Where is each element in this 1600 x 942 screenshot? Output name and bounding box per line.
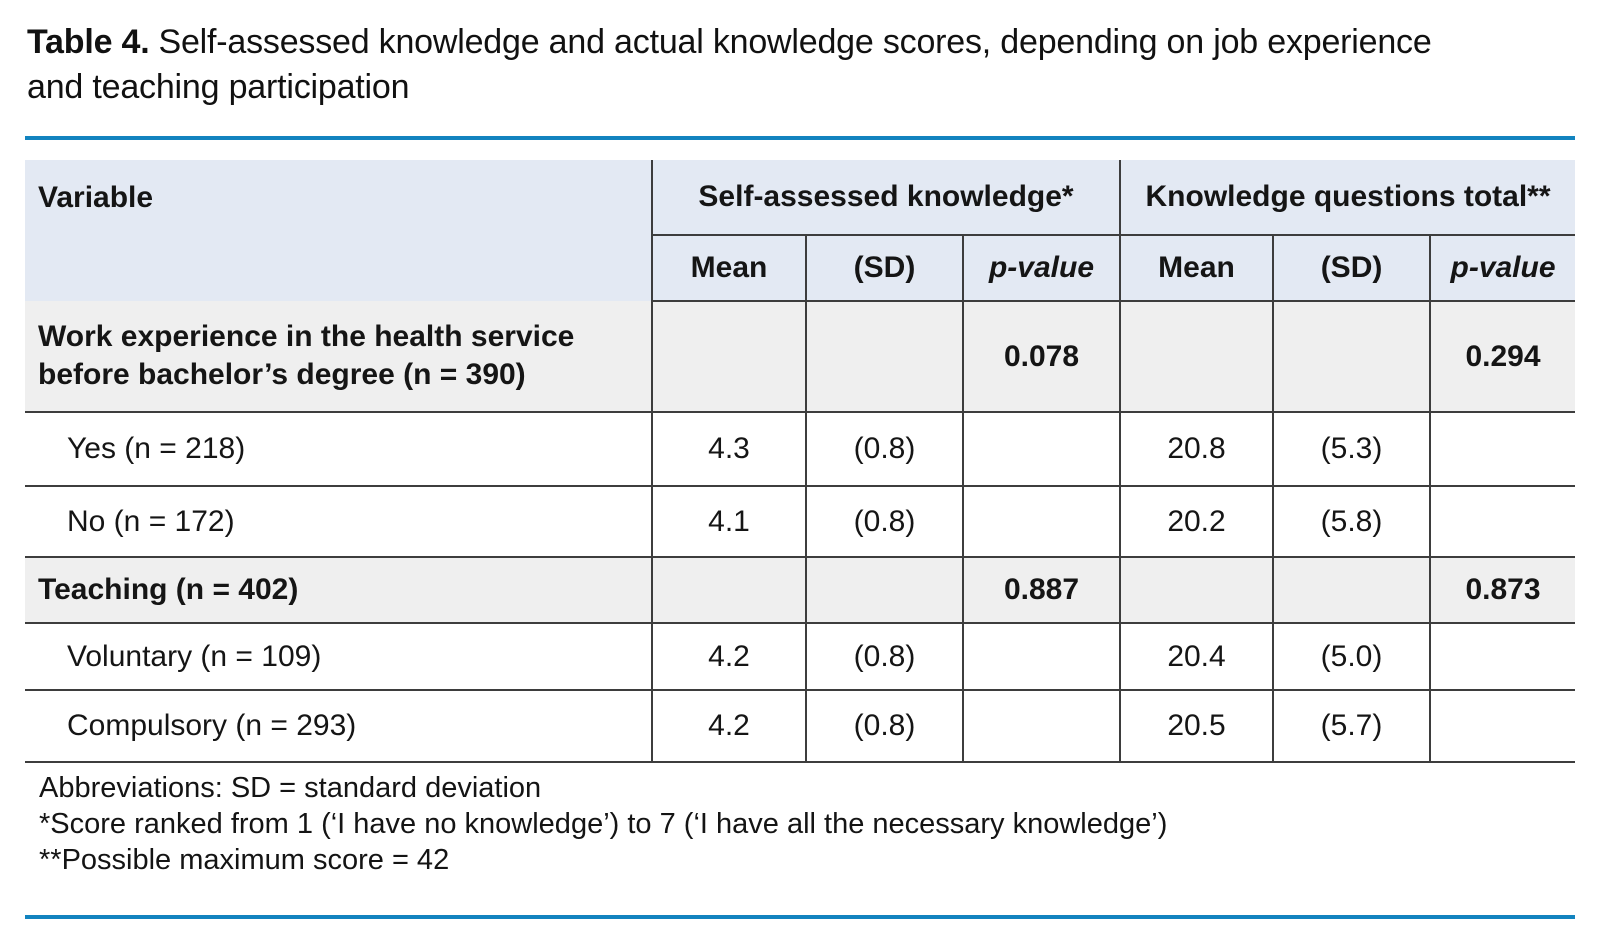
table-caption-text: Self-assessed knowledge and actual knowl… [27, 23, 1432, 106]
row-label: No (n = 172) [25, 486, 652, 558]
row-label: Teaching (n = 402) [25, 557, 652, 624]
cell-mean-2 [1119, 301, 1274, 413]
cell-pvalue-1: 0.887 [961, 557, 1121, 624]
cell-mean-1: 4.3 [651, 412, 806, 487]
cell-pvalue-2 [1429, 690, 1576, 763]
cell-pvalue-1 [961, 690, 1121, 763]
cell-pvalue-2: 0.294 [1429, 301, 1576, 413]
cell-mean-2: 20.5 [1119, 690, 1274, 763]
cell-mean-2: 20.2 [1119, 486, 1274, 558]
cell-mean-1: 4.1 [651, 486, 806, 558]
row-label: Compulsory (n = 293) [25, 690, 652, 763]
header-group-row: Variable Self-assessed knowledge* Knowle… [25, 160, 1576, 301]
cell-sd-2 [1272, 557, 1431, 624]
column-group-self-assessed: Self-assessed knowledge* [650, 160, 1121, 236]
cell-sd-1: (0.8) [805, 412, 963, 487]
footnote-abbreviations: Abbreviations: SD = standard deviation [39, 772, 542, 804]
row-label: Yes (n = 218) [25, 412, 652, 487]
cell-sd-2: (5.0) [1272, 623, 1431, 691]
footnote-score-scale: *Score ranked from 1 (‘I have no knowled… [39, 808, 1168, 840]
cell-mean-2: 20.8 [1119, 412, 1274, 487]
cell-sd-2: (5.8) [1272, 486, 1431, 558]
top-divider-rule [25, 136, 1575, 140]
cell-sd-1: (0.8) [805, 486, 963, 558]
cell-mean-1 [651, 301, 806, 413]
column-group-knowledge-questions: Knowledge questions total** [1119, 160, 1576, 236]
cell-pvalue-1 [961, 412, 1121, 487]
table-row-work-experience: Work experience in the health service be… [25, 301, 1576, 413]
cell-mean-1 [651, 557, 806, 624]
table-row-no: No (n = 172) 4.1 (0.8) 20.2 (5.8) [25, 486, 1576, 558]
cell-pvalue-2 [1429, 623, 1576, 691]
bottom-divider-rule [25, 915, 1575, 919]
results-table: Variable Self-assessed knowledge* Knowle… [25, 160, 1576, 763]
cell-sd-1: (0.8) [805, 690, 963, 763]
cell-sd-1: (0.8) [805, 623, 963, 691]
cell-mean-1: 4.2 [651, 623, 806, 691]
row-label: Work experience in the health service be… [25, 301, 652, 413]
cell-pvalue-2 [1429, 486, 1576, 558]
cell-sd-1 [805, 557, 963, 624]
table-row-compulsory: Compulsory (n = 293) 4.2 (0.8) 20.5 (5.7… [25, 690, 1576, 763]
table-row-teaching: Teaching (n = 402) 0.887 0.873 [25, 557, 1576, 624]
table-row-voluntary: Voluntary (n = 109) 4.2 (0.8) 20.4 (5.0) [25, 623, 1576, 691]
cell-sd-2: (5.7) [1272, 690, 1431, 763]
footnote-max-score: **Possible maximum score = 42 [39, 844, 450, 876]
column-header-variable: Variable [25, 160, 652, 301]
subheader-sd-1: (SD) [805, 235, 963, 302]
row-label: Voluntary (n = 109) [25, 623, 652, 691]
cell-sd-1 [805, 301, 963, 413]
subheader-mean-2: Mean [1119, 235, 1274, 302]
cell-pvalue-1 [961, 486, 1121, 558]
subheader-mean-1: Mean [651, 235, 806, 302]
cell-mean-1: 4.2 [651, 690, 806, 763]
cell-sd-2: (5.3) [1272, 412, 1431, 487]
cell-mean-2: 20.4 [1119, 623, 1274, 691]
cell-pvalue-1 [961, 623, 1121, 691]
subheader-pvalue-2: p-value [1429, 235, 1576, 302]
cell-pvalue-2: 0.873 [1429, 557, 1576, 624]
table-footnotes: Abbreviations: SD = standard deviation *… [39, 770, 1559, 878]
cell-mean-2 [1119, 557, 1274, 624]
subheader-sd-2: (SD) [1272, 235, 1431, 302]
table-caption: Table 4. Self-assessed knowledge and actu… [27, 20, 1467, 110]
table-row-yes: Yes (n = 218) 4.3 (0.8) 20.8 (5.3) [25, 412, 1576, 487]
header-sub-row: Mean (SD) p-value Mean (SD) p-value [25, 235, 1576, 302]
cell-sd-2 [1272, 301, 1431, 413]
cell-pvalue-2 [1429, 412, 1576, 487]
subheader-pvalue-1: p-value [961, 235, 1121, 302]
cell-pvalue-1: 0.078 [961, 301, 1121, 413]
table-caption-number: Table 4. [27, 23, 150, 61]
